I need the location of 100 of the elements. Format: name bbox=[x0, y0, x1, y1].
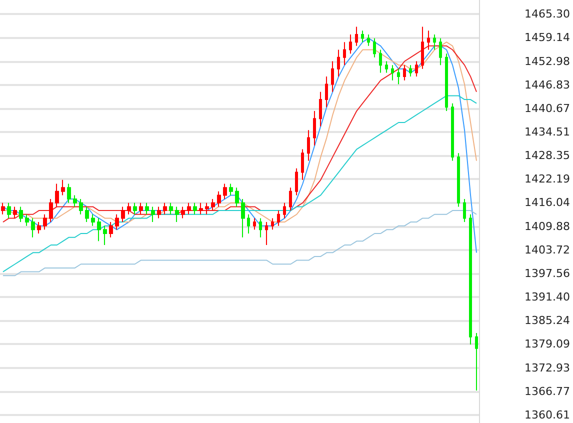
candlestick bbox=[97, 218, 101, 242]
candlestick bbox=[277, 210, 280, 226]
candlestick bbox=[397, 68, 400, 85]
candlestick bbox=[85, 206, 89, 223]
y-tick-label: 1416.04 bbox=[524, 196, 570, 210]
candlestick bbox=[181, 206, 185, 219]
candlestick bbox=[229, 183, 233, 196]
candlestick bbox=[55, 183, 59, 208]
candlestick bbox=[241, 198, 245, 238]
candlestick bbox=[283, 202, 286, 219]
y-tick-label: 1434.51 bbox=[524, 126, 570, 139]
candlestick bbox=[259, 218, 262, 238]
candlestick bbox=[31, 218, 35, 238]
candlestick bbox=[193, 202, 197, 215]
candlestick bbox=[109, 222, 113, 238]
candlestick bbox=[25, 214, 29, 226]
candlestick bbox=[43, 214, 47, 230]
candlestick bbox=[235, 187, 239, 208]
candlestick bbox=[73, 194, 77, 208]
candlestick bbox=[247, 214, 250, 234]
candlestick bbox=[7, 202, 11, 219]
candlestick bbox=[409, 64, 412, 78]
y-tick-label: 1385.24 bbox=[524, 314, 570, 328]
candlestick bbox=[367, 34, 370, 46]
candlestick bbox=[475, 332, 478, 391]
y-tick-label: 1422.19 bbox=[524, 172, 570, 186]
candlestick bbox=[199, 202, 203, 215]
candlestick bbox=[133, 202, 137, 215]
y-tick-label: 1409.88 bbox=[524, 220, 570, 233]
candlestick bbox=[1, 202, 5, 215]
candlestick bbox=[325, 76, 328, 108]
candlestick bbox=[445, 53, 448, 112]
candlestick bbox=[115, 214, 119, 230]
candlestick bbox=[163, 202, 167, 215]
candlestick bbox=[313, 110, 316, 146]
candlestick bbox=[421, 26, 424, 70]
candlestick bbox=[307, 130, 310, 162]
y-tick-label: 1391.40 bbox=[524, 290, 570, 304]
candlestick bbox=[223, 183, 227, 200]
y-tick-label: 1372.93 bbox=[524, 361, 570, 374]
candlestick bbox=[265, 222, 268, 246]
candlestick bbox=[469, 214, 472, 346]
y-tick-label: 1360.61 bbox=[524, 408, 570, 422]
y-tick-label: 1366.77 bbox=[524, 384, 570, 398]
candlestick bbox=[253, 218, 256, 230]
candlestick bbox=[415, 60, 418, 78]
candlestick bbox=[295, 168, 298, 196]
candlestick bbox=[217, 190, 221, 208]
line-series bbox=[2, 38, 478, 254]
y-tick-label: 1465.30 bbox=[524, 8, 570, 21]
candlestick bbox=[175, 206, 179, 223]
candlestick bbox=[373, 38, 376, 58]
candlestick bbox=[13, 206, 17, 219]
candlestick bbox=[379, 49, 382, 74]
y-tick-label: 1379.09 bbox=[524, 338, 570, 351]
candlestick bbox=[67, 183, 71, 204]
candlestick bbox=[343, 42, 346, 66]
candlestick bbox=[121, 206, 125, 223]
candlestick bbox=[139, 202, 143, 215]
candlestick bbox=[289, 187, 292, 212]
candlestick bbox=[49, 198, 53, 223]
candlestick bbox=[91, 214, 95, 226]
candlestick bbox=[337, 49, 340, 78]
candlestick bbox=[271, 218, 274, 230]
line-series bbox=[2, 95, 478, 272]
candlestick bbox=[433, 34, 436, 50]
candlestick bbox=[205, 202, 209, 215]
candlestick bbox=[211, 198, 215, 212]
candlestick bbox=[439, 38, 442, 66]
y-tick-label: 1452.98 bbox=[524, 54, 570, 68]
candlestick bbox=[349, 34, 352, 54]
candlestick bbox=[151, 206, 155, 223]
y-tick-label: 1428.35 bbox=[524, 149, 570, 162]
y-tick-label: 1403.72 bbox=[524, 243, 570, 256]
y-tick-label: 1440.67 bbox=[524, 102, 570, 115]
candlestick bbox=[79, 198, 83, 215]
candlestick bbox=[103, 225, 107, 246]
y-tick-label: 1459.14 bbox=[524, 31, 570, 44]
candlestick bbox=[355, 26, 358, 46]
candlestick bbox=[391, 64, 394, 81]
candlestick bbox=[169, 202, 173, 215]
line-series bbox=[2, 210, 478, 276]
candlestick bbox=[451, 102, 454, 162]
candlestick bbox=[157, 206, 161, 219]
candlestick bbox=[61, 179, 65, 196]
y-tick-label: 1446.83 bbox=[524, 78, 570, 92]
candlestick bbox=[361, 30, 364, 43]
y-tick-label: 1397.56 bbox=[524, 266, 570, 280]
candlestick bbox=[319, 91, 322, 127]
candlestick bbox=[301, 148, 304, 180]
candlestick bbox=[403, 64, 406, 81]
candlestick bbox=[187, 202, 191, 215]
candlestick bbox=[145, 202, 149, 215]
candlestick bbox=[427, 30, 430, 50]
candlestick bbox=[457, 152, 460, 208]
candlestick bbox=[463, 198, 466, 223]
candlestick bbox=[331, 60, 334, 92]
candlestick bbox=[127, 202, 131, 215]
candlestick bbox=[19, 206, 23, 223]
candlestick bbox=[385, 60, 388, 74]
